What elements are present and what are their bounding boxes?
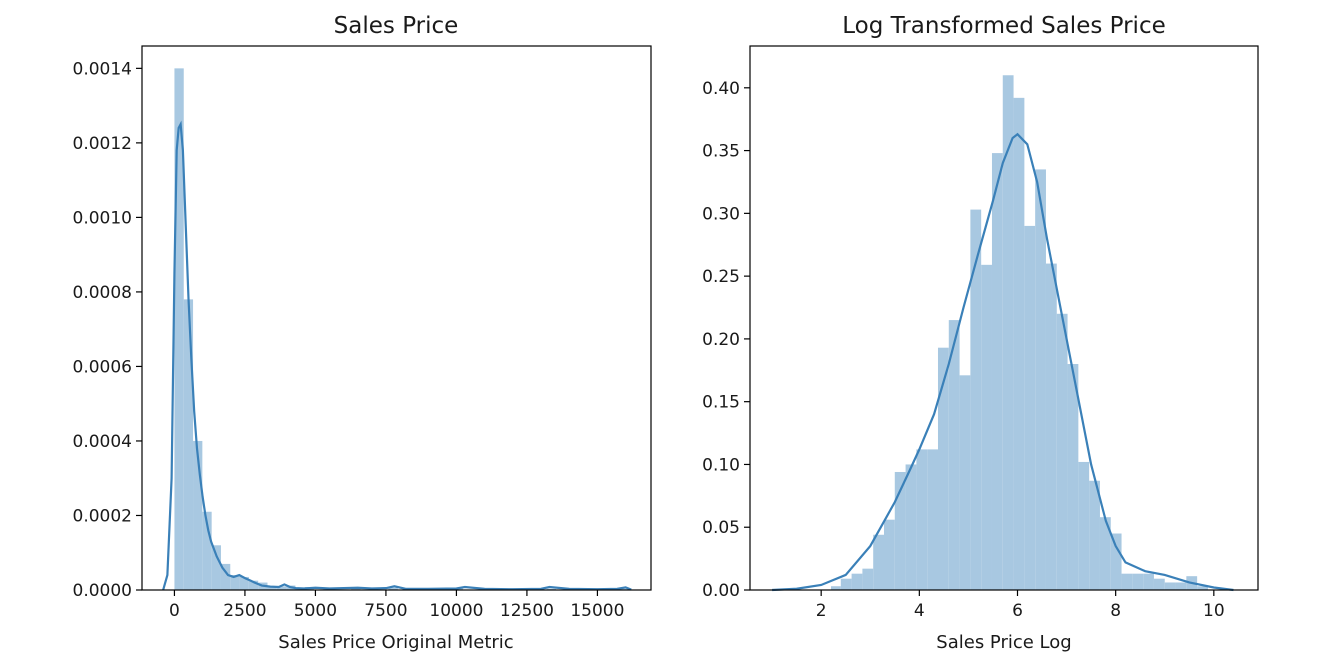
- histogram-bar: [267, 586, 277, 590]
- y-tick-label: 0.0014: [73, 59, 132, 79]
- y-tick-label: 0.0004: [73, 432, 132, 452]
- log-sales-price-plot: Log Transformed Sales Price 2 4 6 8 10 0.000…: [702, 13, 1259, 653]
- y-axis-ticks: 0.0000 0.0002 0.0004 0.0006 0.0008 0.0010 0.00…: [73, 59, 142, 601]
- histogram-bar: [174, 68, 184, 591]
- histogram-bar: [1197, 586, 1208, 590]
- x-tick-label: 12500: [500, 601, 554, 621]
- plot-title: Sales Price: [334, 13, 459, 39]
- histogram-bar: [1078, 461, 1090, 590]
- x-tick-label: 5000: [294, 601, 337, 621]
- y-tick-label: 0.0000: [73, 581, 132, 601]
- x-tick-label: 4: [914, 601, 925, 621]
- histogram-bar: [1056, 313, 1068, 590]
- histogram-bar: [830, 586, 841, 590]
- y-tick-label: 0.0002: [73, 506, 132, 526]
- histogram-bar: [1035, 169, 1046, 590]
- histogram-bar: [883, 519, 895, 590]
- histogram-bars: [830, 75, 1208, 590]
- histogram-bar: [1175, 582, 1187, 590]
- histogram-bar: [220, 563, 231, 590]
- histogram-bar: [351, 588, 361, 590]
- histogram-bars: [174, 68, 631, 591]
- y-tick-label: 0.40: [702, 79, 740, 99]
- y-tick-label: 0.30: [702, 204, 740, 224]
- y-tick-label: 0.10: [702, 455, 740, 475]
- histogram-bar: [388, 587, 398, 590]
- histogram-bar: [202, 511, 212, 590]
- histogram-bar: [1089, 480, 1100, 590]
- histogram-bar: [1099, 517, 1111, 590]
- histogram-bar: [239, 576, 249, 590]
- kde-curve: [162, 120, 632, 591]
- kde-curve: [772, 132, 1234, 592]
- x-axis-ticks: 2 4 6 8 10: [816, 590, 1225, 621]
- histogram-bar: [248, 580, 259, 590]
- histogram-bar: [851, 573, 863, 590]
- x-tick-label: 2: [816, 601, 827, 621]
- x-tick-label: 6: [1012, 601, 1023, 621]
- x-tick-label: 15000: [570, 601, 624, 621]
- x-tick-label: 10000: [429, 601, 483, 621]
- x-tick-label: 8: [1110, 601, 1121, 621]
- histogram-bar: [948, 320, 960, 590]
- histogram-bar: [959, 375, 971, 590]
- y-tick-label: 0.0012: [73, 134, 132, 154]
- histogram-bar: [193, 440, 203, 590]
- axes-frame: [749, 45, 1259, 591]
- histogram-bar: [840, 578, 852, 590]
- histogram-bar: [1024, 225, 1036, 590]
- histogram-bar: [230, 575, 240, 590]
- histogram-bar: [937, 347, 949, 590]
- histogram-bar: [894, 471, 906, 590]
- x-tick-label: 7500: [364, 601, 407, 621]
- histogram-bar: [981, 264, 992, 590]
- histogram-bar: [211, 545, 221, 590]
- histogram-bar: [1045, 263, 1057, 590]
- histogram-bar: [1132, 573, 1144, 590]
- histogram-bar: [927, 449, 938, 590]
- y-tick-label: 0.0006: [73, 357, 132, 377]
- x-tick-label: 10: [1203, 601, 1225, 621]
- histogram-bar: [970, 209, 982, 590]
- histogram-bar: [991, 153, 1003, 590]
- histogram-bar: [1121, 573, 1133, 590]
- histogram-bar: [1153, 578, 1165, 590]
- y-axis-ticks: 0.00 0.05 0.10 0.15 0.20 0.25 0.30 0.35 0.40: [702, 79, 750, 601]
- y-tick-label: 0.05: [702, 518, 740, 538]
- histogram-bar: [916, 449, 928, 590]
- histogram-bar: [183, 299, 194, 590]
- x-axis-label: Sales Price Original Metric: [278, 632, 513, 653]
- x-axis-ticks: 0 2500 5000 7500 10000 12500 15000: [169, 590, 624, 621]
- histogram-bar: [905, 464, 917, 590]
- axes-frame: [141, 45, 652, 591]
- y-tick-label: 0.35: [702, 142, 740, 162]
- histogram-bar: [1013, 97, 1025, 590]
- y-tick-label: 0.0008: [73, 283, 132, 303]
- histogram-bar: [873, 534, 884, 590]
- y-tick-label: 0.15: [702, 393, 740, 413]
- y-tick-label: 0.25: [702, 267, 740, 287]
- x-tick-label: 2500: [223, 601, 266, 621]
- y-tick-label: 0.00: [702, 581, 740, 601]
- sales-price-plot: Sales Price 0 2500 5000 7500 10000 12500 15000…: [73, 13, 652, 653]
- histogram-bar: [862, 568, 874, 590]
- histogram-bar: [276, 586, 287, 590]
- histogram-bar: [1110, 533, 1122, 590]
- y-tick-label: 0.20: [702, 330, 740, 350]
- histogram-bar: [1067, 364, 1079, 590]
- y-tick-label: 0.0010: [73, 208, 132, 228]
- x-axis-label: Sales Price Log: [936, 632, 1071, 653]
- histogram-bar: [1002, 75, 1014, 590]
- histogram-bar: [1164, 582, 1176, 590]
- x-tick-label: 0: [169, 601, 180, 621]
- plot-title: Log Transformed Sales Price: [842, 13, 1166, 39]
- histogram-bar: [1143, 573, 1154, 590]
